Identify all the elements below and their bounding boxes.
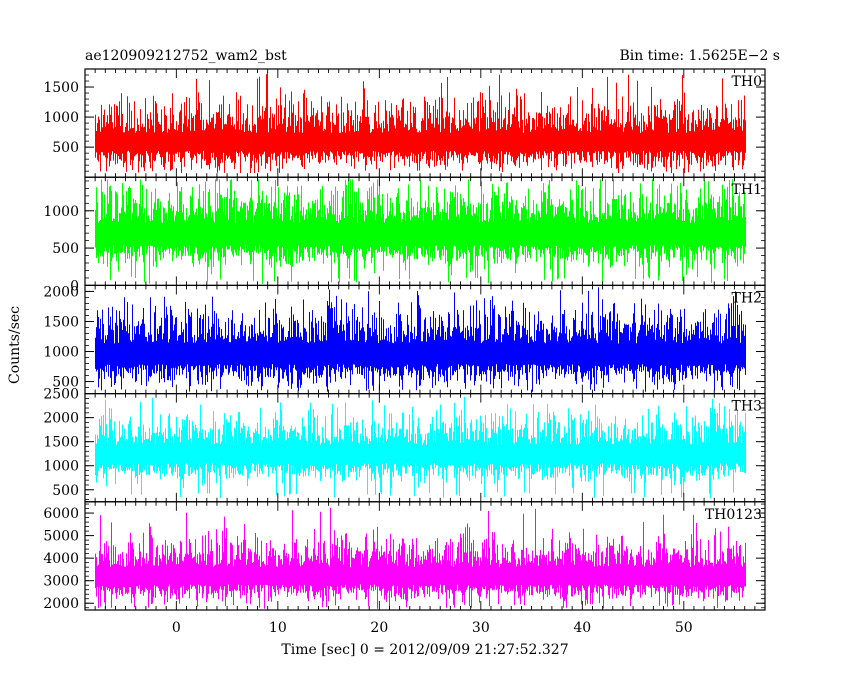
x-tick-label: 50 [675,620,693,636]
y-tick-label: 500 [52,375,79,391]
x-tick-label: 40 [573,620,591,636]
chart-title-right: Bin time: 1.5625E−2 s [619,48,780,64]
y-tick-label: 1500 [43,80,79,96]
y-tick-label: 500 [52,483,79,499]
x-tick-label: 0 [172,620,181,636]
panel-th2: 500 1000 1500 2000 TH2 [43,284,766,395]
y-tick-label: 0 [70,278,79,294]
y-axis-label: Counts/sec [7,306,23,384]
panel-label-th1: TH1 [732,182,762,198]
y-tick-label: 2000 [43,284,79,300]
panel-th0: 500 1000 1500 TH0 [43,68,766,178]
y-tick-label: 1500 [43,314,79,330]
y-tick-label: 4000 [43,551,79,567]
panel-frame [84,501,766,611]
panel-label-th0123: TH0123 [705,507,762,523]
panel-label-th2: TH2 [732,290,762,306]
y-tick-label: 2000 [43,411,79,427]
x-tick-label: 10 [269,620,287,636]
panel-th1: 0 500 1000 TH1 [43,176,766,294]
y-tick-label: 1000 [43,345,79,361]
x-tick-label: 30 [472,620,490,636]
y-tick-label: 1000 [43,459,79,475]
series-line-th0123 [95,507,746,609]
x-axis-label: Time [sec] 0 = 2012/09/09 21:27:52.327 [281,642,568,658]
y-tick-label: 5000 [43,529,79,545]
y-tick-label: 500 [52,140,79,156]
series-line-th2 [95,287,746,392]
panel-th3: 500 1000 1500 2000 2500 TH3 [43,387,766,503]
x-tick-label: 20 [370,620,388,636]
chart-title-left: ae120909212752_wam2_bst [85,48,287,64]
series-line-th0 [95,72,746,173]
panel-th0123: 2000 3000 4000 5000 6000 TH0123 [43,501,766,612]
y-tick-label: 1000 [43,110,79,126]
y-tick-label: 1500 [43,435,79,451]
y-tick-label: 500 [52,241,79,257]
y-tick-label: 2000 [43,596,79,612]
y-tick-label: 1000 [43,204,79,220]
y-tick-label: 3000 [43,574,79,590]
panel-label-th0: TH0 [732,74,762,90]
y-tick-label: 6000 [43,506,79,522]
series-line-th1 [95,179,746,284]
y-tick-label: 2500 [43,387,79,403]
series-line-th3 [95,396,746,499]
panel-label-th3: TH3 [732,399,762,415]
